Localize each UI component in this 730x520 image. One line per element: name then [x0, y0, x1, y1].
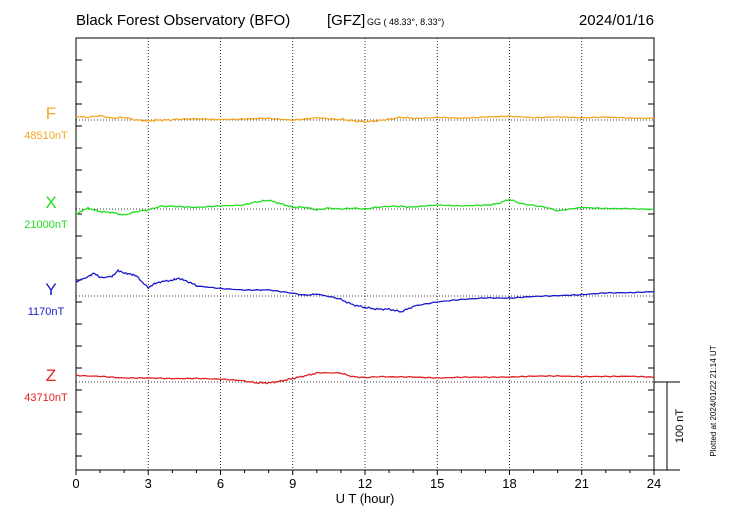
x-tick-label: 15 — [430, 476, 444, 491]
x-tick-label: 3 — [145, 476, 152, 491]
x-tick-label: 0 — [72, 476, 79, 491]
station-coordinates: GG ( 48.33°, 8.33°) — [367, 17, 444, 27]
scale-bar-label: 100 nT — [674, 409, 686, 444]
x-axis-label: U T (hour) — [336, 491, 395, 506]
grid-lines — [147, 38, 583, 470]
institute-label: [GFZ] — [327, 12, 365, 29]
plotted-timestamp: Plotted at 2024/01/22 21:14 UT — [709, 345, 718, 456]
chart-title: Black Forest Observatory (BFO) — [76, 12, 290, 29]
x-tick-label: 21 — [575, 476, 589, 491]
series-line-f — [75, 114, 655, 124]
component-letter-z: Z — [46, 366, 56, 385]
scale-bar: 100 nT — [654, 381, 686, 471]
x-tick-label: 24 — [647, 476, 661, 491]
series-lines — [75, 114, 655, 385]
series-line-x — [75, 198, 655, 216]
component-letter-y: Y — [45, 280, 56, 299]
baseline-value-f: 48510nT — [24, 130, 68, 142]
chart-date: 2024/01/16 — [579, 12, 654, 29]
x-tick-label: 18 — [502, 476, 516, 491]
component-letter-f: F — [46, 104, 56, 123]
x-tick-labels: 0 3 6 9 12 15 18 21 24 — [72, 476, 661, 491]
axis-ticks — [75, 59, 655, 475]
x-tick-label: 12 — [358, 476, 372, 491]
baseline-value-y: 1170nT — [28, 306, 65, 318]
x-tick-label: 9 — [289, 476, 296, 491]
baseline-value-x: 21000nT — [24, 219, 68, 231]
component-letter-x: X — [45, 193, 56, 212]
x-tick-label: 6 — [217, 476, 224, 491]
series-line-y — [75, 269, 655, 313]
component-labels: F 48510nT X 21000nT Y 1170nT Z 43710nT — [24, 104, 68, 404]
baseline-value-z: 43710nT — [24, 392, 68, 404]
series-line-z — [75, 371, 655, 385]
